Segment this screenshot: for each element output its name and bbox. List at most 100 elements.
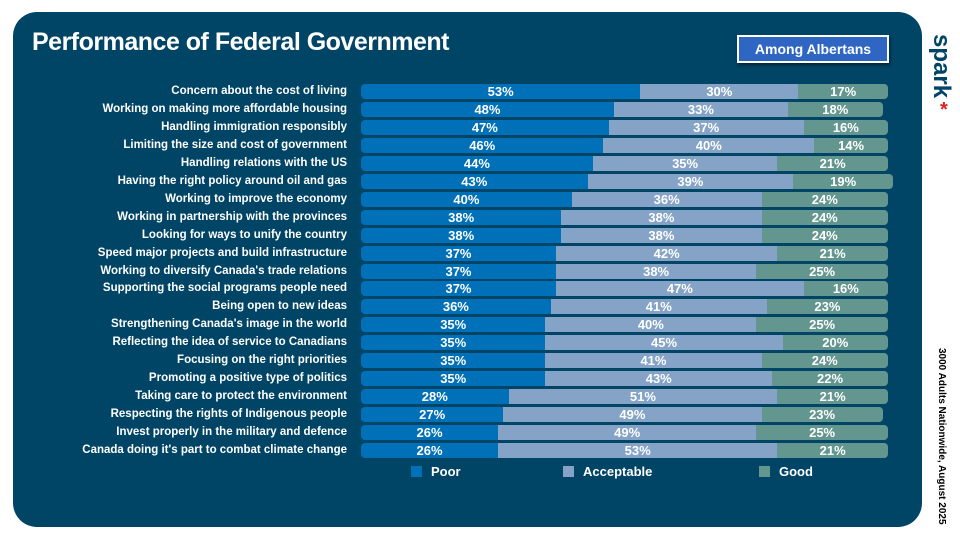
stacked-bar: 27% 49% 23% [361,407,883,423]
chart-row: Working on making more affordable housin… [0,101,900,117]
chart-row: Working in partnership with the province… [0,209,900,225]
bar-segment-poor: 37% [361,245,556,261]
bar-segment-good: 25% [756,317,888,333]
bar-segment-acceptable: 37% [608,119,804,135]
bar-segment-good: 21% [777,245,888,261]
stacked-bar: 47% 37% 16% [361,119,888,135]
stacked-bar: 43% 39% 19% [361,173,894,189]
stacked-bar: 40% 36% 24% [361,191,888,207]
sample-note: 3000 Adults Nationwide, August 2025 [936,348,947,525]
bar-segment-acceptable: 47% [555,281,804,297]
bar-segment-poor: 40% [361,191,572,207]
stacked-bar: 38% 38% 24% [361,227,888,243]
bar-segment-good: 24% [761,191,888,207]
stacked-bar: 35% 40% 25% [361,317,888,333]
bar-segment-poor: 35% [361,353,546,369]
category-label: Promoting a positive type of politics [148,372,347,385]
chart-row: Reflecting the idea of service to Canadi… [0,335,900,351]
bar-segment-good: 24% [761,353,888,369]
audience-badge: Among Albertans [737,35,889,63]
category-label: Speed major projects and build infrastru… [97,246,347,259]
stacked-bar: 35% 41% 24% [361,353,888,369]
category-label: Working to diversify Canada's trade rela… [100,264,347,277]
bar-segment-good: 22% [772,371,888,387]
bar-segment-poor: 27% [361,407,504,423]
bar-segment-poor: 53% [361,84,641,99]
chart-row: Having the right policy around oil and g… [0,173,900,189]
category-label: Handling immigration responsibly [161,120,347,133]
bar-segment-good: 23% [761,407,883,423]
bar-segment-poor: 26% [361,443,499,458]
bar-segment-acceptable: 39% [587,173,794,189]
bar-segment-poor: 36% [361,299,551,315]
chart-row: Strengthening Canada's image in the worl… [0,317,900,333]
category-label: Handling relations with the US [180,156,347,169]
bar-segment-good: 14% [814,137,888,153]
legend-swatch [411,466,422,477]
bar-segment-good: 21% [777,443,888,458]
bar-segment-poor: 44% [361,155,593,171]
bar-segment-good: 24% [761,227,888,243]
chart-row: Canada doing it's part to combat climate… [0,443,900,458]
legend-item-poor: Poor [411,464,461,479]
asterisk-icon: * [940,99,948,121]
legend-label: Good [779,464,813,479]
bar-segment-acceptable: 38% [561,227,762,243]
bar-segment-acceptable: 40% [603,137,815,153]
stacked-bar: 44% 35% 21% [361,155,888,171]
bar-segment-good: 21% [777,155,888,171]
category-label: Being open to new ideas [212,300,347,313]
bar-segment-good: 16% [803,281,888,297]
legend-item-good: Good [759,464,813,479]
stacked-bar: 35% 45% 20% [361,335,888,351]
stacked-bar: 48% 33% 18% [361,101,883,117]
spark-logo: spark [928,34,955,99]
bar-segment-acceptable: 43% [545,371,773,387]
bar-segment-poor: 35% [361,371,546,387]
stacked-bar: 37% 47% 16% [361,281,888,297]
category-label: Respecting the rights of Indigenous peop… [110,408,347,421]
chart-row: Handling relations with the US 44% 35% 21% [0,155,900,171]
bar-segment-good: 19% [793,173,894,189]
bar-segment-acceptable: 45% [545,335,783,351]
chart-row: Invest properly in the military and defe… [0,425,900,441]
stacked-bar: 53% 30% 17% [361,84,888,99]
chart-row: Promoting a positive type of politics 35%… [0,371,900,387]
bar-segment-poor: 35% [361,335,546,351]
bar-segment-good: 21% [777,389,888,405]
bar-segment-poor: 43% [361,173,588,189]
bar-segment-acceptable: 40% [545,317,757,333]
category-label: Working to improve the economy [165,192,347,205]
category-label: Working on making more affordable housin… [102,102,348,115]
stacked-bar: 37% 42% 21% [361,245,888,261]
bar-segment-good: 20% [782,335,888,351]
chart-row: Working to improve the economy 40% 36% 24% [0,191,900,207]
category-label: Taking care to protect the environment [135,390,347,403]
bar-segment-acceptable: 30% [640,84,799,99]
stacked-bar: 26% 49% 25% [361,425,888,441]
bar-segment-poor: 38% [361,227,562,243]
bar-segment-good: 16% [803,119,888,135]
category-label: Focusing on the right priorities [177,354,347,367]
category-label: Looking for ways to unify the country [141,228,347,241]
chart-row: Looking for ways to unify the country 38%… [0,227,900,243]
chart-row: Focusing on the right priorities 35% 41% 24… [0,353,900,369]
category-label: Limiting the size and cost of government [123,138,347,151]
bar-segment-good: 25% [756,425,888,441]
chart-row: Working to diversify Canada's trade rela… [0,263,900,279]
bar-segment-good: 17% [798,84,888,99]
category-label: Canada doing it's part to combat climate… [82,444,347,456]
bar-segment-acceptable: 35% [592,155,778,171]
bar-segment-poor: 47% [361,119,609,135]
stacked-bar: 36% 41% 23% [361,299,888,315]
chart-row: Limiting the size and cost of government… [0,137,900,153]
category-label: Having the right policy around oil and g… [117,174,347,187]
bar-segment-acceptable: 41% [550,299,767,315]
page-title: Performance of Federal Government [32,28,449,56]
legend-item-acceptable: Acceptable [563,464,652,479]
chart-row: Handling immigration responsibly 47% 37% 16… [0,119,900,135]
bar-segment-acceptable: 33% [613,101,788,117]
category-label: Reflecting the idea of service to Canadi… [112,336,347,349]
category-label: Invest properly in the military and defe… [116,426,347,439]
bar-segment-poor: 37% [361,263,556,279]
